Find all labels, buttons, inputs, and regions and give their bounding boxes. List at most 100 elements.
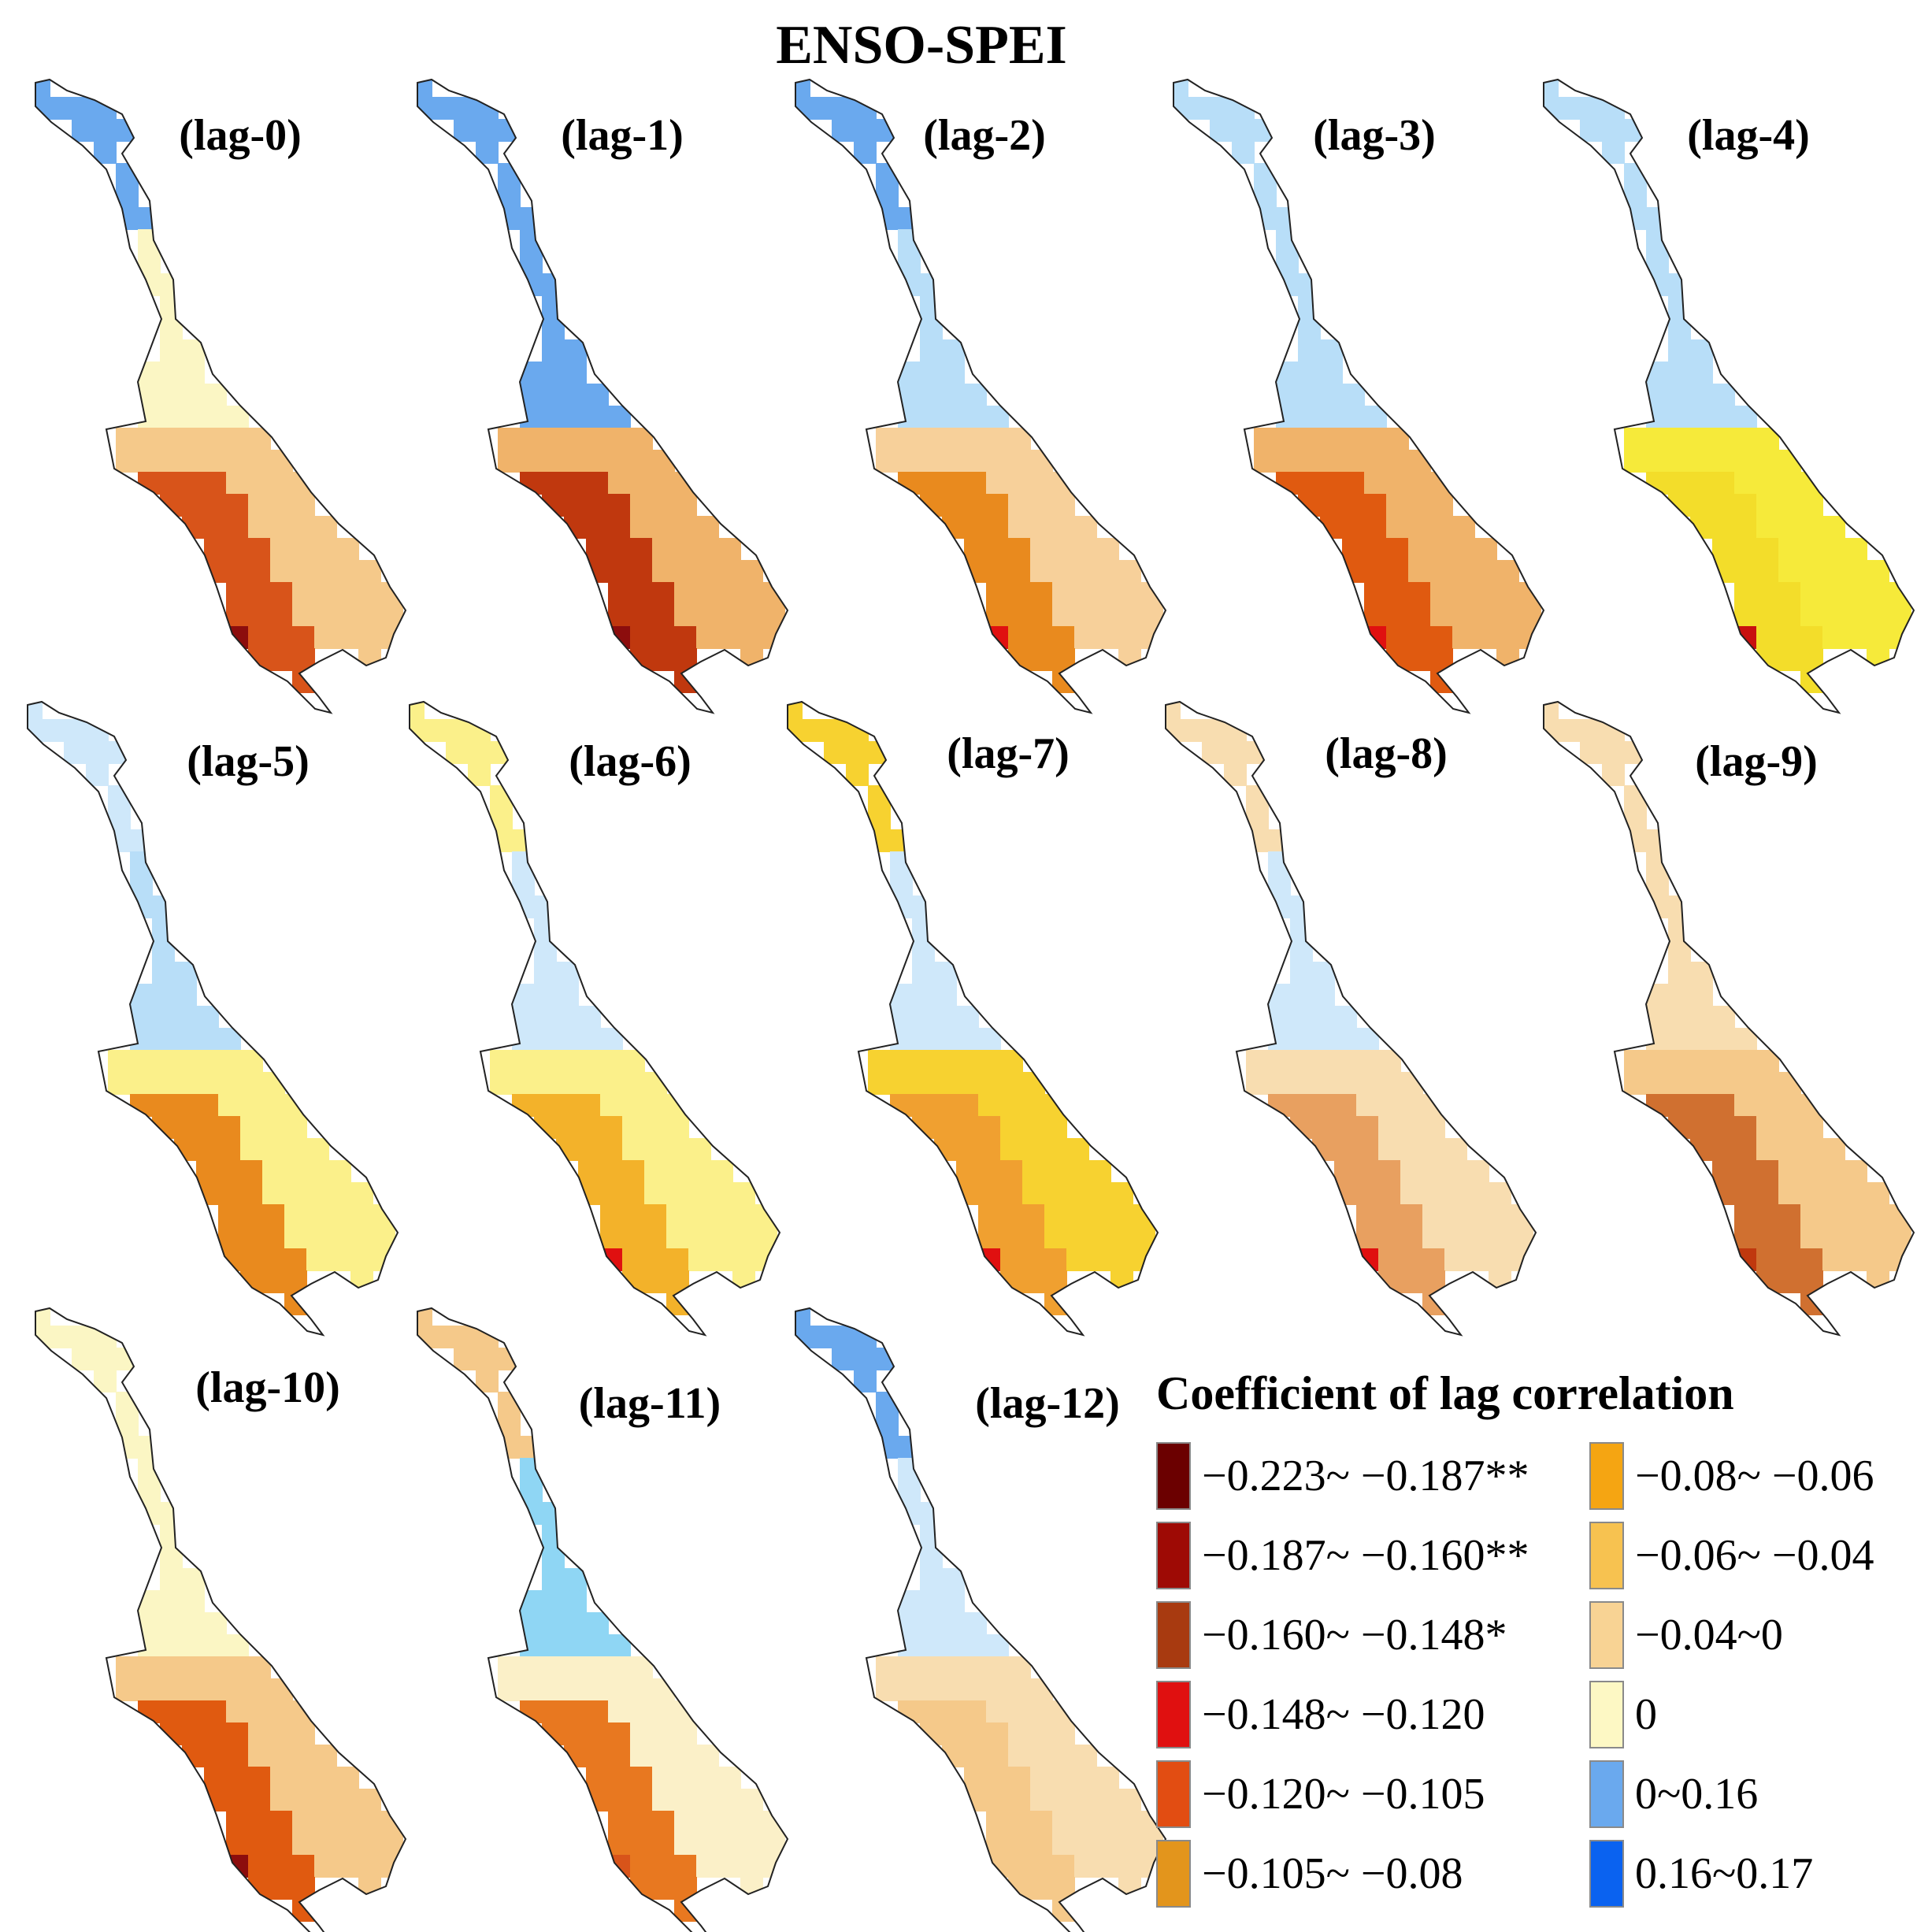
grid-cell	[262, 1138, 285, 1161]
grid-cell	[1290, 1116, 1313, 1139]
grid-cell	[586, 450, 609, 473]
grid-cell	[1466, 1248, 1489, 1271]
grid-cell	[108, 785, 131, 808]
grid-cell	[1342, 516, 1365, 539]
panel-label: (lag-3)	[1313, 111, 1436, 160]
grid-cell	[1052, 626, 1075, 649]
grid-cell	[1444, 1160, 1467, 1183]
grid-cell	[1646, 829, 1669, 852]
grid-cell	[1334, 1116, 1357, 1139]
grid-cell	[740, 560, 763, 583]
grid-cell	[586, 1612, 609, 1635]
grid-cell	[824, 719, 847, 742]
grid-cell	[284, 1226, 307, 1249]
grid-cell	[1778, 648, 1801, 671]
grid-cell	[284, 1204, 307, 1227]
grid-cell	[270, 472, 293, 495]
grid-cell	[138, 207, 161, 230]
grid-cell	[1489, 1248, 1511, 1271]
grid-cell	[1096, 1789, 1119, 1811]
grid-cell	[1364, 582, 1387, 605]
grid-cell	[964, 1656, 987, 1679]
grid-cell	[1342, 450, 1365, 473]
grid-cell	[94, 1348, 117, 1370]
grid-cell	[1822, 516, 1845, 539]
grid-cell	[986, 1833, 1009, 1856]
grid-cell	[1690, 984, 1713, 1007]
grid-cell	[688, 1248, 711, 1271]
grid-cell	[1378, 1116, 1401, 1139]
grid-cell	[520, 1700, 543, 1723]
grid-cell	[1268, 1028, 1291, 1051]
grid-cells	[28, 702, 395, 1315]
grid-cell	[328, 1248, 351, 1271]
grid-cell	[1778, 1248, 1801, 1271]
grid-cell	[1800, 1138, 1823, 1161]
grid-cell	[608, 582, 631, 605]
grid-cell	[35, 97, 50, 120]
grid-cell	[292, 648, 315, 671]
grid-cell	[1088, 1226, 1111, 1249]
grid-cell	[116, 207, 139, 230]
grid-cell	[328, 1226, 351, 1249]
grid-cell	[314, 626, 337, 649]
grid-cell	[732, 1270, 755, 1293]
grid-cell	[490, 741, 513, 764]
grid-cell	[226, 604, 249, 627]
grid-cell	[204, 1767, 227, 1789]
grid-cell	[710, 1160, 733, 1183]
grid-cell	[182, 1612, 205, 1635]
grid-cell	[204, 1700, 227, 1723]
grid-cell	[846, 741, 869, 764]
grid-cell	[1074, 1745, 1097, 1767]
grid-cell	[1246, 1050, 1269, 1073]
grid-cell	[226, 1634, 249, 1657]
grid-cell	[130, 1050, 153, 1073]
grid-cell	[130, 896, 153, 918]
grid-cell	[1712, 1094, 1735, 1117]
grid-cell	[358, 648, 381, 671]
grid-cell	[920, 1634, 943, 1657]
grid-cell	[978, 1028, 1001, 1051]
grid-cell	[248, 472, 271, 495]
grid-cell	[1756, 1182, 1779, 1205]
grid-cell	[1074, 560, 1097, 583]
grid-cell	[622, 1226, 645, 1249]
grid-cell	[512, 1028, 535, 1051]
grid-cell	[350, 1182, 373, 1205]
grid-cell	[1474, 538, 1497, 561]
grid-cell	[204, 1656, 227, 1679]
grid-cell	[1602, 719, 1625, 742]
grid-cell	[1030, 1767, 1053, 1789]
legend-swatch	[1156, 1522, 1191, 1589]
legend-label: −0.08~ −0.06	[1635, 1452, 1874, 1500]
grid-cell	[35, 1326, 50, 1348]
grid-cell	[1400, 1138, 1423, 1161]
grid-cell	[644, 1182, 667, 1205]
grid-cell	[1580, 719, 1603, 742]
grid-cell	[986, 1678, 1009, 1701]
grid-cell	[578, 1116, 601, 1139]
grid-cell	[248, 1678, 271, 1701]
grid-cell	[1356, 1160, 1379, 1183]
grid-cell	[138, 472, 161, 495]
grid-cell	[226, 450, 249, 473]
grid-cell	[964, 1722, 987, 1745]
grid-cells	[1173, 80, 1541, 693]
grid-cell	[204, 428, 227, 451]
grid-cell	[1624, 1050, 1647, 1073]
grid-cell	[1044, 1160, 1067, 1183]
grid-cell	[1422, 1160, 1445, 1183]
grid-cell	[270, 516, 293, 539]
grid-cell	[432, 1326, 454, 1348]
grid-cell	[512, 829, 535, 852]
grid-cell	[1276, 428, 1299, 451]
grid-cell	[1290, 1006, 1313, 1029]
grid-cell	[542, 1546, 565, 1569]
grid-cell	[890, 1094, 913, 1117]
grid-cell	[652, 1789, 675, 1811]
grid-cell	[1030, 516, 1053, 539]
grid-cell	[248, 626, 271, 649]
grid-cell	[174, 1050, 197, 1073]
grid-cell	[1668, 1072, 1691, 1095]
